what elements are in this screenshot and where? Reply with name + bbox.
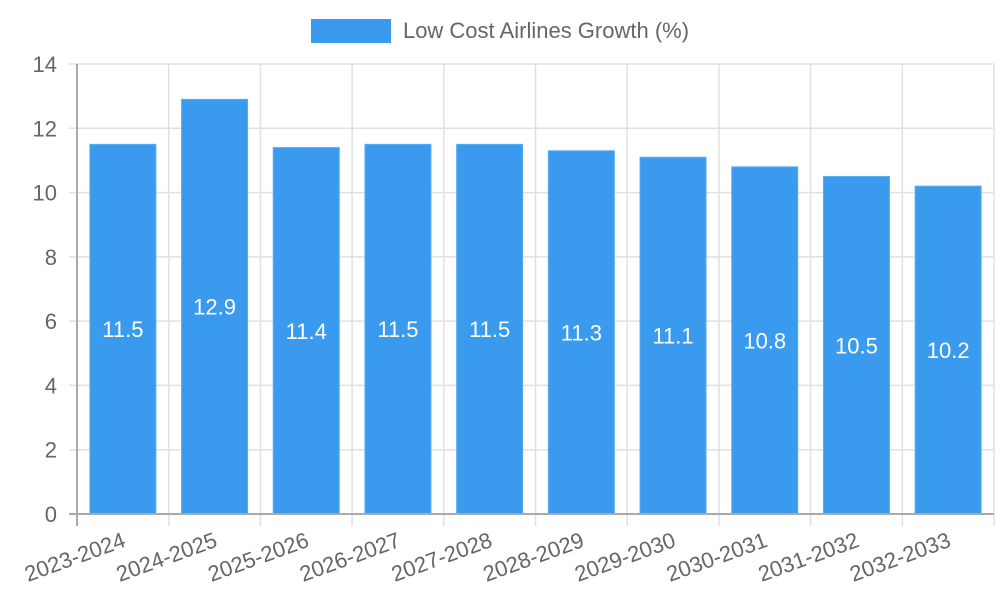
y-tick-label: 10	[33, 181, 57, 206]
y-tick-label: 2	[45, 438, 57, 463]
bar[interactable]	[914, 185, 982, 515]
bar-value-label: 11.5	[469, 317, 510, 342]
bar[interactable]	[272, 147, 340, 515]
x-tick-label: 2029-2030	[571, 527, 678, 586]
bar-value-label: 11.5	[377, 317, 418, 342]
bar[interactable]	[547, 150, 615, 515]
bar[interactable]	[364, 143, 432, 515]
x-tick-label: 2025-2026	[205, 527, 312, 586]
x-tick-label: 2030-2031	[663, 527, 770, 586]
bar[interactable]	[731, 166, 799, 515]
bar-value-label: 11.3	[561, 320, 602, 345]
bar-value-label: 11.5	[102, 317, 143, 342]
x-axis-ticks: 2023-20242024-20252025-20262026-20272027…	[21, 527, 954, 586]
bar-value-label: 12.9	[193, 295, 236, 320]
chart-legend[interactable]: Low Cost Airlines Growth (%)	[0, 18, 1000, 44]
x-tick-label: 2027-2028	[388, 527, 495, 586]
x-tick-label: 2031-2032	[755, 527, 862, 586]
x-tick-label: 2026-2027	[296, 527, 403, 586]
x-tick-label: 2023-2024	[21, 527, 128, 586]
legend-label: Low Cost Airlines Growth (%)	[402, 18, 690, 43]
y-tick-label: 6	[45, 309, 57, 334]
bar-value-label: 10.5	[835, 333, 878, 358]
y-tick-label: 12	[33, 116, 57, 141]
y-tick-label: 4	[45, 373, 57, 398]
y-tick-label: 14	[33, 52, 57, 77]
bar[interactable]	[181, 98, 249, 515]
bar-value-label: 11.1	[652, 324, 693, 349]
x-tick-label: 2028-2029	[480, 527, 587, 586]
bar-value-label: 10.8	[743, 328, 786, 353]
y-tick-label: 0	[45, 502, 57, 527]
x-tick-label: 2024-2025	[113, 527, 220, 586]
legend-swatch	[310, 19, 391, 43]
bar-value-label: 11.4	[286, 319, 327, 344]
bar[interactable]	[639, 156, 707, 515]
bar[interactable]	[456, 143, 524, 515]
bar-value-label: 10.2	[927, 338, 970, 363]
bars: 11.5 12.9 11.4 11.5 11.5 11.3 11.1 10.8 10.5 10.2	[89, 98, 982, 515]
y-axis-ticks: 0 2 4 6 8 10 12 14	[33, 52, 57, 527]
bar[interactable]	[822, 176, 890, 515]
x-tick-label: 2032-2033	[846, 527, 953, 586]
y-tick-label: 8	[45, 245, 57, 270]
axes	[69, 64, 994, 526]
bar[interactable]	[89, 143, 157, 515]
